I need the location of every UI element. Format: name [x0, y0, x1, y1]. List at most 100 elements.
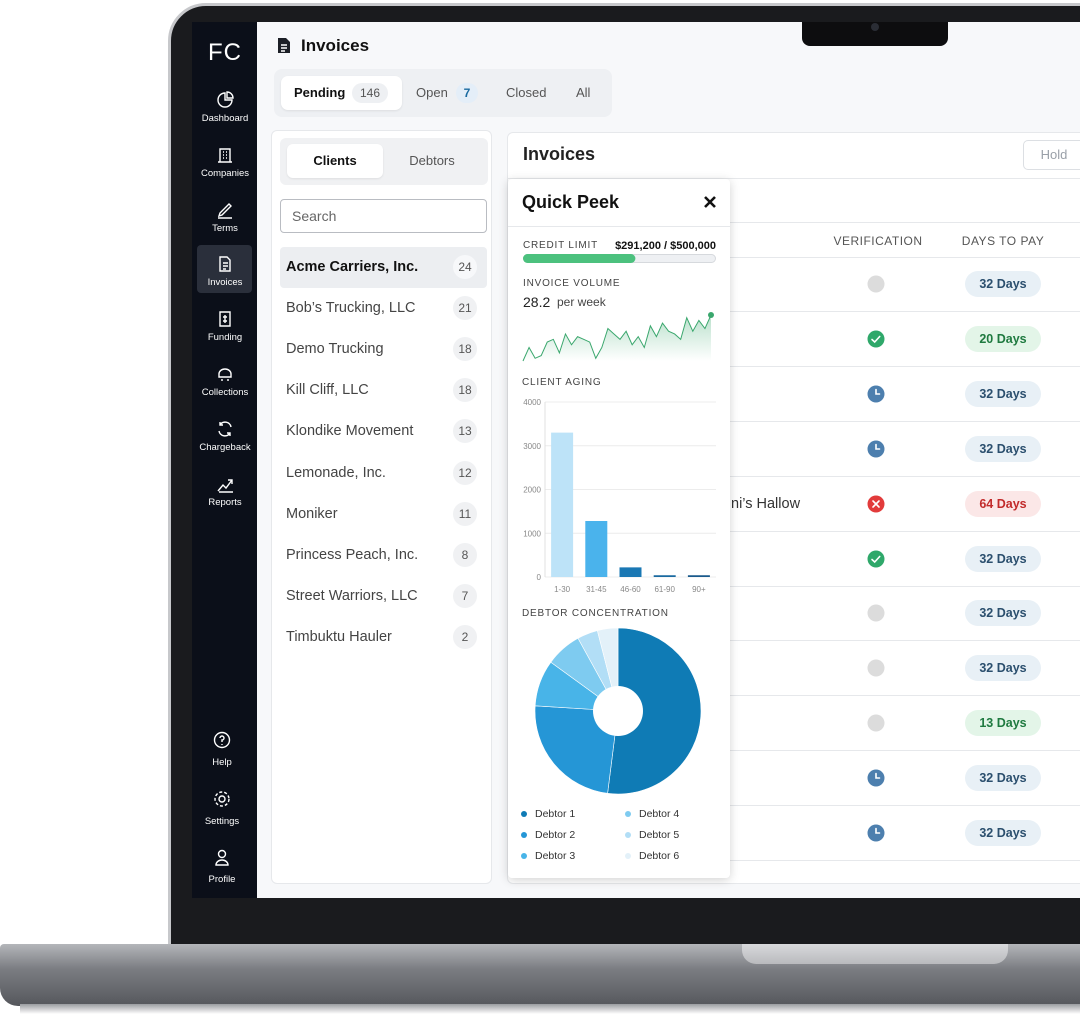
nav-icon: [219, 311, 231, 327]
toggle-label[interactable]: Clients: [313, 153, 357, 168]
nav-label[interactable]: Dashboard: [201, 113, 249, 124]
legend-label: Debtor 6: [639, 850, 680, 862]
verification-icon: [867, 330, 885, 348]
nav-label[interactable]: Reports: [208, 496, 242, 508]
row-divider: [730, 420, 1080, 422]
icon-shape: [218, 148, 232, 163]
y-tick-label: 4000: [523, 398, 541, 407]
days-pill: 32 Days: [965, 271, 1041, 297]
client-selected[interactable]: [280, 247, 487, 288]
icon-shape: [219, 735, 225, 745]
bar: [551, 432, 574, 577]
legend-label: Debtor 3: [535, 850, 576, 862]
footer-label[interactable]: Help: [212, 757, 232, 768]
client-name[interactable]: Klondike Movement: [286, 423, 414, 440]
legend-swatch: [521, 811, 527, 817]
client-count: 8: [453, 542, 477, 567]
footer-icon: [214, 791, 230, 807]
verification-icon: [867, 824, 885, 842]
nav-icon: [218, 148, 232, 163]
nav-label[interactable]: Funding: [207, 332, 243, 344]
row-divider: [730, 695, 1080, 697]
nav-label[interactable]: Chargeback: [199, 441, 251, 453]
legend-label: Debtor 4: [639, 808, 680, 820]
status-dot: [867, 714, 885, 732]
x-tick-label: 61-90: [654, 585, 675, 594]
tab-count: 146: [352, 83, 388, 103]
row-divider: [730, 475, 1080, 477]
nav-label[interactable]: Invoices: [207, 277, 243, 289]
cross: [872, 499, 880, 508]
tab-label[interactable]: All: [576, 85, 591, 100]
client-name[interactable]: Princess Peach, Inc.: [286, 546, 419, 563]
legend-label: Debtor 1: [535, 808, 576, 820]
divider: [508, 222, 1080, 223]
client-count: 12: [453, 460, 477, 485]
tab-label[interactable]: Closed: [506, 85, 547, 100]
hold-button[interactable]: Hold: [1023, 140, 1080, 170]
nav-label[interactable]: Companies: [200, 167, 250, 179]
icon-shape: [218, 421, 232, 437]
days-pill: 32 Days: [965, 600, 1041, 627]
status-dot: [867, 659, 885, 677]
days-pill: 32 Days: [965, 380, 1041, 407]
client-name[interactable]: Kill Cliff, LLC: [286, 382, 369, 399]
bar: [687, 575, 710, 577]
credit-value: $291,200 / $500,000: [615, 240, 716, 252]
nav-label[interactable]: Terms: [212, 222, 238, 234]
client-name[interactable]: Lemonade, Inc.: [286, 464, 386, 481]
legend-swatch: [521, 853, 527, 859]
verification-icon: [867, 495, 885, 513]
sparkline-area: [523, 315, 711, 361]
nav-icon: [217, 91, 234, 108]
footer-icon: [215, 849, 229, 866]
base-notch: [742, 944, 1008, 964]
row-divider: [730, 530, 1080, 532]
tab-label[interactable]: Open: [416, 85, 448, 100]
tab-label[interactable]: Pending: [294, 85, 346, 100]
y-tick-label: 2000: [523, 486, 541, 495]
close-button[interactable]: [704, 196, 716, 208]
nav-icon: [219, 256, 231, 273]
row-divider: [730, 585, 1080, 587]
client-count: 7: [453, 583, 477, 608]
icon-shape: [217, 91, 234, 108]
status-dot: [867, 604, 885, 622]
icon-shape: [281, 44, 287, 52]
y-tick-label: 3000: [523, 442, 541, 451]
legend-swatch: [521, 832, 527, 838]
verification-icon: [867, 604, 885, 622]
section-label: CLIENT AGING: [522, 377, 602, 388]
client-name[interactable]: Demo Trucking: [286, 341, 384, 358]
credit-bar: [523, 254, 716, 263]
icon-shape: [213, 731, 231, 749]
row-divider: [730, 640, 1080, 642]
footer-label[interactable]: Profile: [208, 874, 236, 885]
column-header: DAYS TO PAY: [961, 234, 1045, 248]
legend-swatch: [625, 811, 631, 817]
credit-fill: [523, 254, 636, 263]
section-label: DEBTOR CONCENTRATION: [522, 608, 669, 619]
days-pill: 32 Days: [965, 435, 1041, 462]
client-name[interactable]: Bob’s Trucking, LLC: [286, 300, 416, 317]
row-divider: [730, 860, 1080, 861]
legend-swatch: [625, 853, 631, 859]
x-tick-label: 1-30: [554, 585, 571, 594]
nav-label[interactable]: Collections: [201, 387, 249, 398]
client-name[interactable]: Moniker: [286, 505, 338, 522]
base-shadow: [20, 1004, 1080, 1014]
y-tick-label: 1000: [523, 529, 541, 538]
client-name[interactable]: Timbuktu Hauler: [286, 628, 392, 645]
client-name[interactable]: Acme Carriers, Inc.: [286, 259, 419, 275]
icon-shape: [214, 791, 230, 807]
close-x: [704, 196, 716, 208]
verification-icon: [867, 714, 885, 732]
search-input[interactable]: Search: [280, 199, 487, 233]
toggle-active[interactable]: [287, 144, 383, 178]
legend-label: Debtor 2: [535, 829, 576, 841]
footer-label[interactable]: Settings: [204, 816, 240, 827]
sidebar: [192, 22, 257, 898]
client-name[interactable]: Street Warriors, LLC: [286, 587, 418, 604]
verification-icon: [867, 659, 885, 677]
toggle-label[interactable]: Debtors: [409, 153, 455, 168]
